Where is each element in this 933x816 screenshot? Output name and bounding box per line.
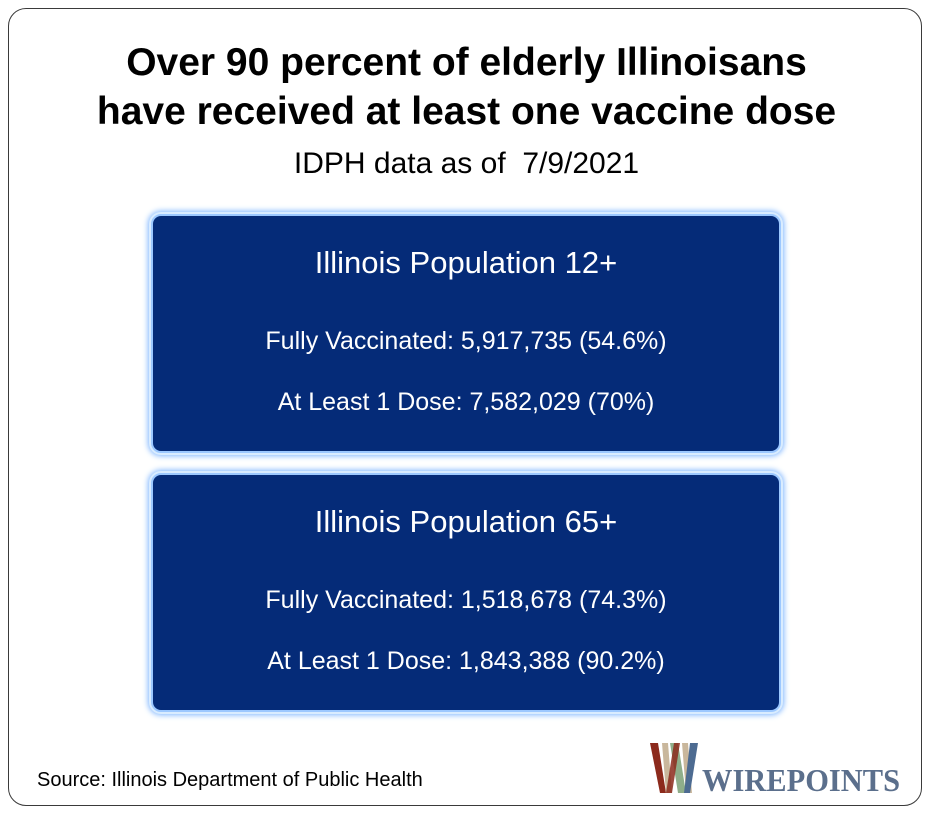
- title-line-2: have received at least one vaccine dose: [96, 90, 837, 133]
- at-least-one-dose-stat: At Least 1 Dose: 7,582,029 (70%): [277, 388, 655, 416]
- page-title: Over 90 percent of elderly Illinoisans h…: [0, 38, 933, 136]
- logo-wordmark: WIREPOINTS: [702, 762, 900, 798]
- population-65-plus-card: Illinois Population 65+ Fully Vaccinated…: [151, 473, 781, 712]
- page-subtitle: IDPH data as of 7/9/2021: [293, 147, 640, 180]
- wirepoints-logo: WIREPOINTS: [650, 743, 900, 798]
- population-12-plus-card: Illinois Population 12+ Fully Vaccinated…: [151, 214, 781, 453]
- title-line-1: Over 90 percent of elderly Illinoisans: [126, 41, 807, 84]
- source-note: Source: Illinois Department of Public He…: [37, 769, 423, 791]
- fully-vaccinated-stat: Fully Vaccinated: 5,917,735 (54.6%): [265, 327, 667, 355]
- at-least-one-dose-stat: At Least 1 Dose: 1,843,388 (90.2%): [267, 647, 665, 675]
- card-heading: Illinois Population 12+: [314, 245, 618, 280]
- logo-mark-icon: [650, 743, 698, 793]
- card-heading: Illinois Population 65+: [314, 504, 618, 539]
- fully-vaccinated-stat: Fully Vaccinated: 1,518,678 (74.3%): [265, 586, 667, 614]
